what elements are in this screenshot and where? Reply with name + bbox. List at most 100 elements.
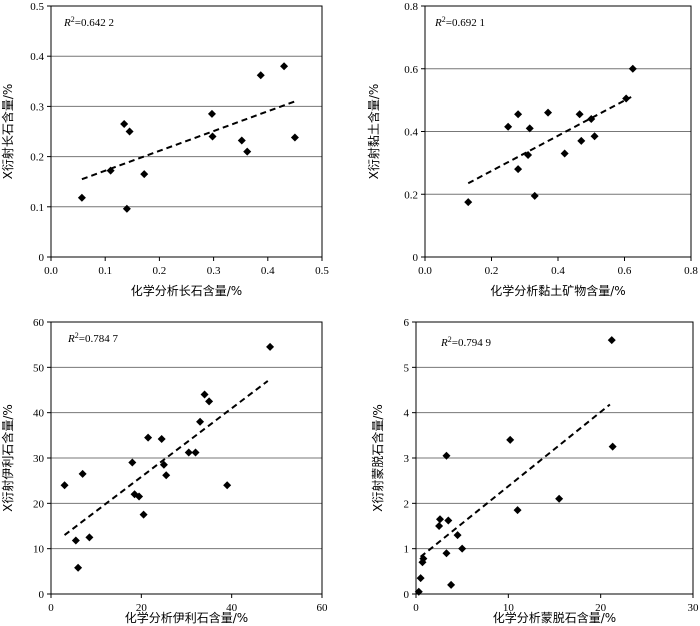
data-point <box>414 587 423 596</box>
y-tick-label: 5 <box>404 362 410 374</box>
chart-panel-3: 0 10 20 30 40 50 60 0 20 40 60 R2=0.784 7 化学分析伊利石含量/… <box>0 317 328 625</box>
data-point <box>525 124 534 133</box>
r-squared-label: R2=0.692 1 <box>434 15 485 30</box>
chart-panel-1: 0 0.1 0.2 0.3 0.4 0.5 0.0 0.1 0.2 0.3 0.4 0.5 R2=0.6… <box>0 1 329 298</box>
x-axis-label: 化学分析伊利石含量/% <box>125 610 248 625</box>
x-tick-label: 40 <box>226 602 238 614</box>
x-tick-label: 0 <box>413 602 419 614</box>
y-tick-label: 0 <box>413 252 419 264</box>
r-squared-label: R2=0.642 2 <box>63 15 114 30</box>
data-point <box>237 136 246 145</box>
x-tick-label: 0.3 <box>207 265 221 277</box>
data-point <box>608 442 617 451</box>
plot-frame <box>50 5 323 258</box>
data-point <box>435 522 444 530</box>
data-point <box>125 127 134 136</box>
r-squared-label: R2=0.794 9 <box>440 335 491 350</box>
y-tick-label: 30 <box>33 453 45 465</box>
y-tick-label: 0 <box>39 589 45 601</box>
data-point <box>524 151 533 160</box>
y-axis-label: X衍射伊利石含量/% <box>0 404 15 512</box>
data-point <box>628 64 637 73</box>
trend-line <box>81 100 296 181</box>
data-point <box>140 170 149 179</box>
data-point <box>128 458 137 467</box>
data-point <box>577 136 586 145</box>
data-point <box>514 110 523 119</box>
data-point <box>243 147 252 156</box>
chart-panel-2: 0 0.2 0.4 0.6 0.8 0.0 0.2 0.4 0.6 0.8 R2=0.692 1 化学… <box>366 1 698 298</box>
data-point <box>560 149 569 158</box>
x-tick-label: 60 <box>317 602 329 614</box>
x-axis-label: 化学分析黏土矿物含量/% <box>490 283 625 298</box>
y-tick-label: 20 <box>33 498 45 510</box>
y-axis-label: X衍射蒙脱石含量/% <box>370 404 385 512</box>
x-axis-label: 化学分析长石含量/% <box>131 283 242 298</box>
x-tick-label: 0.4 <box>261 265 275 277</box>
x-tick-label: 0.8 <box>684 265 698 277</box>
chart-panel-4: 0 1 2 3 4 5 6 0 10 20 30 R2=0.794 9 化学分析蒙脱石含量/% X衍射蒙脱… <box>370 317 699 625</box>
x-tick-label: 0 <box>48 602 54 614</box>
data-point <box>159 460 168 469</box>
data-point <box>162 471 171 480</box>
y-tick-label: 10 <box>33 544 45 556</box>
x-tick-label: 30 <box>688 602 700 614</box>
data-point <box>205 397 214 406</box>
data-point <box>442 549 451 558</box>
y-tick-label: 50 <box>33 362 45 374</box>
x-tick-label: 20 <box>136 602 148 614</box>
data-point <box>208 132 217 141</box>
x-tick-label: 20 <box>595 602 607 614</box>
trend-line <box>419 403 611 558</box>
data-point <box>290 133 299 142</box>
y-tick-label: 0.4 <box>404 127 418 139</box>
data-point <box>106 166 115 175</box>
x-tick-label: 0.2 <box>485 265 499 277</box>
data-point <box>504 122 513 131</box>
y-tick-label: 0.4 <box>30 51 44 63</box>
data-point <box>622 94 631 103</box>
data-point <box>458 544 467 553</box>
y-tick-label: 0.5 <box>30 1 44 13</box>
data-point <box>207 109 216 118</box>
data-point <box>256 71 265 80</box>
data-point <box>575 110 584 119</box>
y-tick-label: 0.2 <box>404 189 418 201</box>
y-tick-label: 0 <box>39 252 45 264</box>
data-point <box>191 448 200 457</box>
y-tick-label: 0.2 <box>30 152 44 164</box>
data-point <box>120 119 129 128</box>
data-point <box>280 62 289 71</box>
x-tick-label: 0.6 <box>618 265 632 277</box>
data-point <box>419 554 428 563</box>
x-tick-label: 0.2 <box>153 265 167 277</box>
data-point <box>453 531 462 540</box>
y-tick-label: 0.8 <box>404 1 418 13</box>
data-point <box>144 433 153 442</box>
y-tick-label: 1 <box>404 544 410 556</box>
data-point <box>464 198 473 207</box>
y-axis-label: X衍射长石含量/% <box>0 84 15 180</box>
data-point <box>200 390 209 399</box>
data-point <box>77 193 86 202</box>
y-tick-label: 4 <box>404 408 410 420</box>
y-tick-label: 0 <box>404 589 410 601</box>
x-tick-label: 0.0 <box>44 265 58 277</box>
data-point <box>513 506 522 515</box>
data-point <box>544 108 553 117</box>
data-point <box>587 114 596 123</box>
x-tick-label: 0.4 <box>551 265 565 277</box>
data-point <box>196 417 205 426</box>
data-point <box>139 510 148 519</box>
x-tick-label: 10 <box>503 602 515 614</box>
data-point <box>416 574 425 583</box>
data-point <box>60 481 69 490</box>
y-tick-label: 0.1 <box>30 202 44 214</box>
data-point <box>444 516 453 525</box>
data-point <box>447 580 456 589</box>
r-squared-label: R2=0.784 7 <box>67 331 118 346</box>
data-point <box>506 435 515 444</box>
data-point <box>85 533 94 542</box>
y-tick-label: 6 <box>404 317 410 329</box>
